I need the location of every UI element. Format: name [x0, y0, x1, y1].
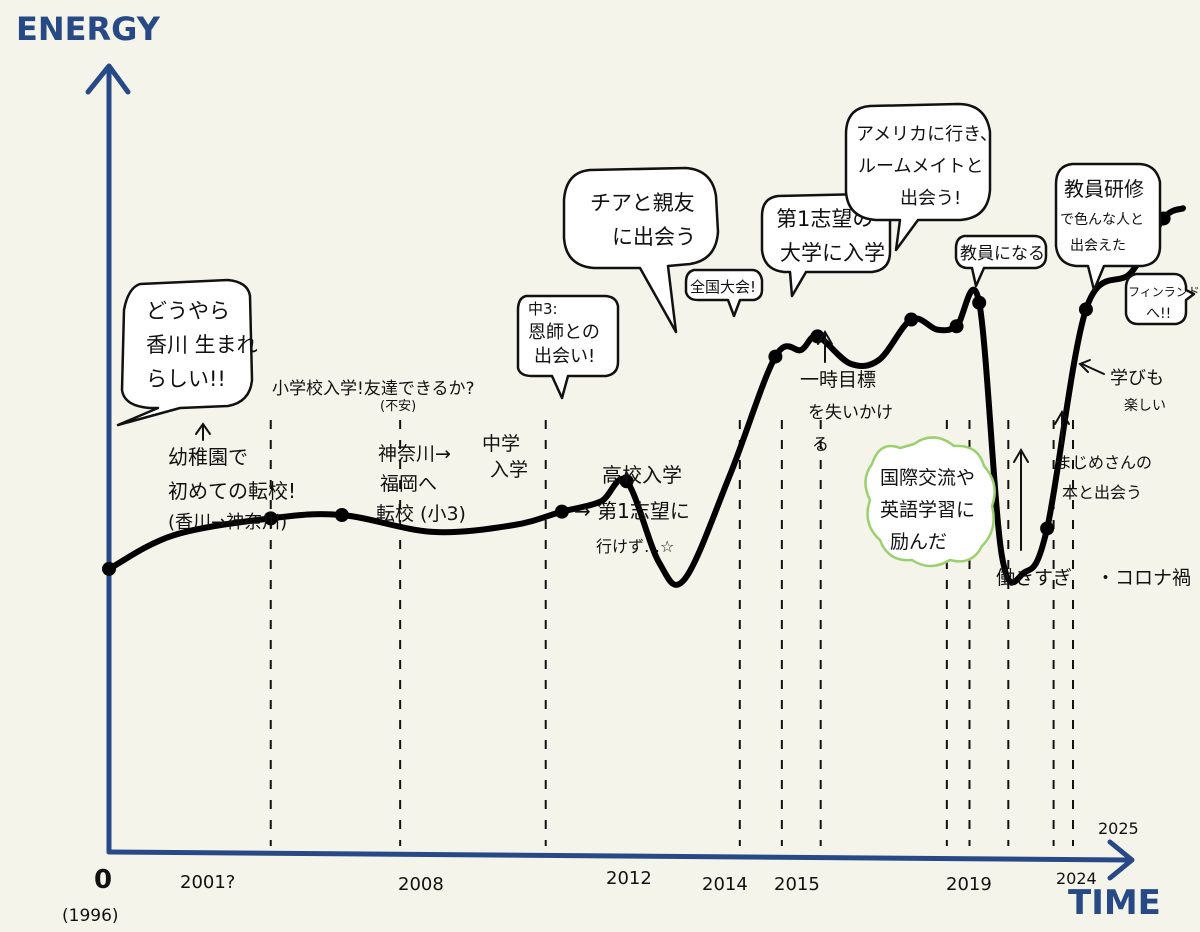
note-elementary-entry: 小学校入学!友達できるか? (不安): [272, 379, 475, 414]
tick-label-2025: 2025: [1098, 819, 1139, 838]
tick-label-2014: 2014: [702, 874, 748, 895]
data-point: [1078, 302, 1093, 317]
note-transfer-fukuoka-line1: 神奈川→: [378, 443, 451, 465]
note-cheer-friend-line1: チアと親友: [590, 191, 695, 215]
note-nationals-line1: 全国大会!: [690, 278, 756, 296]
note-teacher: 教員になる: [954, 234, 1048, 288]
note-born-line3: らしい!!: [146, 367, 226, 391]
note-america-line2: ルームメイトと: [858, 156, 983, 177]
tick-label-origin: 0: [94, 865, 112, 895]
data-point: [1040, 521, 1055, 536]
note-kindergarten-line3: (香川→神奈川): [168, 512, 287, 533]
note-intl-exchange-line1: 国際交流や: [880, 467, 975, 489]
tick-label-2019: 2019: [946, 874, 992, 895]
note-book: まじめさんの 本と出会う: [1054, 410, 1152, 502]
x-axis-title: TIME: [1068, 883, 1161, 923]
note-kindergarten-line2: 初めての転校!: [168, 479, 296, 503]
note-cheer-friend: チアと親友 に出会う: [562, 166, 720, 334]
note-transfer-fukuoka: 神奈川→ 福岡へ 転校 (小3): [376, 443, 466, 525]
note-america: アメリカに行き、 ルームメイトと 出会う!: [844, 102, 998, 252]
note-learning-fun: 学びも 楽しい: [1078, 359, 1166, 414]
note-training-line2: で色んな人と: [1060, 211, 1144, 228]
data-point: [904, 312, 919, 327]
data-point: [949, 319, 964, 334]
note-intl-exchange: 国際交流や 英語学習に 励んだ: [864, 436, 996, 568]
note-america-line3: 出会う!: [900, 188, 961, 209]
tick-label-2008: 2008: [398, 874, 444, 895]
note-book-line2: 本と出会う: [1062, 483, 1142, 502]
note-finland-line1: フィンランド: [1128, 285, 1200, 299]
note-overwork-line1: 働きすぎ: [996, 567, 1072, 589]
x-axis-arrowhead: [1107, 839, 1135, 881]
tick-label-2012: 2012: [606, 868, 652, 889]
note-lost-goal-line2: を失いかけ: [808, 403, 893, 423]
note-lost-goal: 一時目標 を失いかけ る: [800, 330, 893, 455]
note-finland: フィンランド へ!!: [1124, 272, 1200, 326]
note-kindergarten-line1: 幼稚園で: [168, 445, 248, 469]
note-kindergarten: 幼稚園で 初めての転校! (香川→神奈川): [168, 422, 296, 533]
note-high-school: 高校入学 → 第1志望に 行けず…☆: [574, 463, 690, 556]
note-learning-fun-line1: 学びも: [1110, 368, 1164, 389]
tick-label-2024: 2024: [1056, 869, 1097, 888]
note-born-line2: 香川 生まれ: [146, 333, 258, 357]
note-jh-entry-line1: 中学: [482, 433, 520, 455]
note-lost-goal-line3: る: [812, 435, 829, 455]
y-axis-title: ENERGY: [16, 10, 161, 48]
note-america-line1: アメリカに行き、: [856, 124, 998, 145]
note-elementary-entry-line2: (不安): [380, 399, 416, 414]
data-point: [102, 561, 116, 576]
note-nationals: 全国大会!: [684, 268, 764, 318]
data-point: [554, 504, 569, 519]
note-learning-fun-line2: 楽しい: [1124, 398, 1166, 414]
x-axis: [106, 849, 1131, 863]
note-book-line1: まじめさんの: [1056, 453, 1152, 472]
note-university-line2: 大学に入学: [780, 241, 885, 265]
note-transfer-fukuoka-line2: 福岡へ: [380, 473, 437, 495]
note-jh-entry-line2: 入学: [490, 459, 528, 481]
data-point: [263, 511, 278, 526]
note-elementary-entry-line1: 小学校入学!友達できるか?: [272, 379, 475, 399]
note-training-line1: 教員研修: [1064, 177, 1144, 201]
note-overwork: 働きすぎ ・コロナ禍: [996, 448, 1191, 589]
note-mentor-line1: 中3:: [528, 300, 558, 318]
note-training-line3: 出会えた: [1070, 238, 1126, 254]
note-high-school-line3: 行けず…☆: [596, 537, 674, 556]
note-jh-entry: 中学 入学: [482, 433, 528, 481]
data-point: [619, 474, 634, 489]
note-transfer-fukuoka-line3: 転校 (小3): [376, 503, 466, 525]
note-mentor: 中3: 恩師との 出会い!: [516, 294, 620, 400]
note-training: 教員研修 で色んな人と 出会えた: [1054, 162, 1162, 292]
note-finland-line2: へ!!: [1146, 306, 1171, 322]
data-point: [768, 349, 783, 364]
note-university: 第1志望の 大学に入学: [760, 192, 892, 298]
data-point: [972, 295, 987, 310]
tick-label-2015: 2015: [774, 874, 820, 895]
note-intl-exchange-line3: 励んだ: [890, 531, 947, 553]
note-lost-goal-line1: 一時目標: [800, 369, 876, 391]
y-axis-arrowhead: [85, 63, 131, 95]
note-intl-exchange-line2: 英語学習に: [880, 499, 975, 521]
origin-year-note: (1996): [62, 906, 119, 926]
tick-label-2001: 2001?: [180, 872, 235, 893]
data-point: [334, 508, 349, 522]
note-born: どうやら 香川 生まれ らしい!!: [116, 278, 258, 427]
note-born-line1: どうやら: [146, 299, 230, 323]
note-high-school-line1: 高校入学: [602, 463, 682, 487]
note-teacher-line1: 教員になる: [960, 244, 1045, 264]
note-mentor-line3: 出会い!: [534, 346, 595, 367]
note-high-school-line2: → 第1志望に: [574, 499, 690, 523]
note-overwork-line2: ・コロナ禍: [1096, 567, 1191, 589]
note-mentor-line2: 恩師との: [528, 322, 600, 343]
note-cheer-friend-line2: に出会う: [612, 225, 696, 249]
